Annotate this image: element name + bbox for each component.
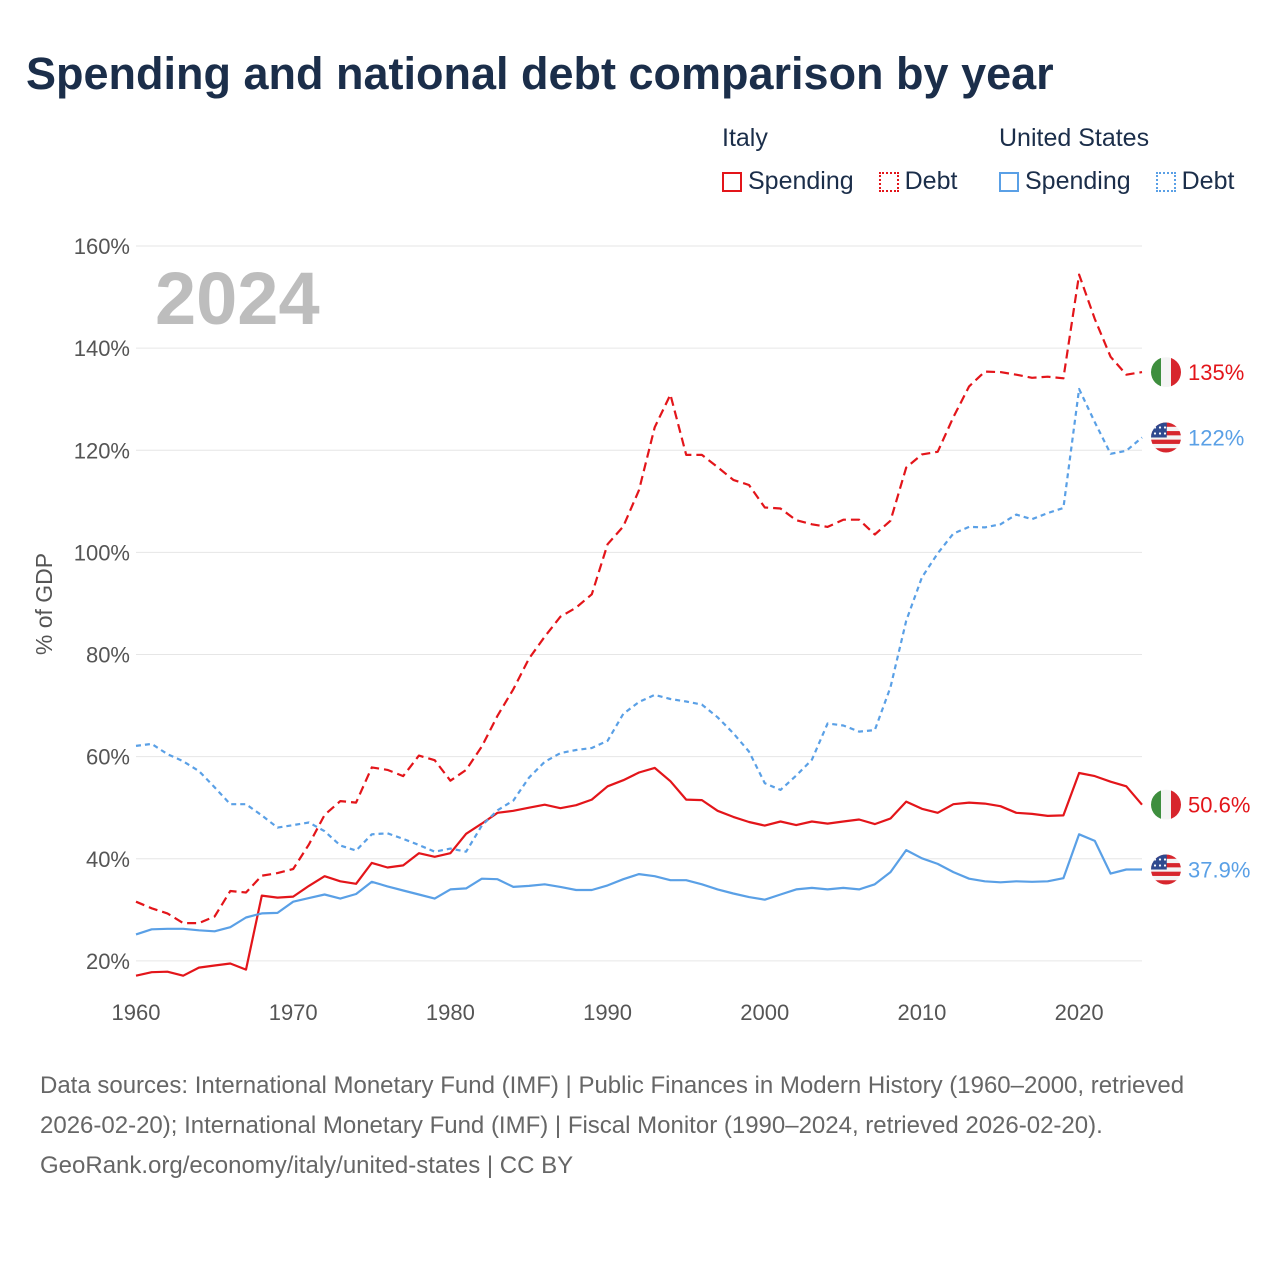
- gridlines: [136, 245, 1142, 962]
- y-tick-label: 20%: [86, 949, 130, 974]
- x-tick-label: 2010: [897, 1000, 946, 1025]
- credit-line: GeoRank.org/economy/italy/united-states …: [40, 1152, 574, 1179]
- legend-item-italy-debt[interactable]: Debt: [878, 167, 958, 196]
- legend-group-united-states: United States Spending Debt: [999, 124, 1252, 199]
- series-line-italy-debt: [135, 273, 1143, 925]
- legend-label: Debt: [904, 167, 958, 195]
- legend-swatch-solid: [722, 171, 742, 192]
- end-value-label: 37.9%: [1188, 858, 1250, 883]
- end-value-label: 122%: [1188, 426, 1244, 451]
- y-tick-label: 40%: [86, 847, 130, 872]
- y-tick-label: 100%: [74, 540, 130, 565]
- x-tick-label: 1960: [112, 1000, 161, 1025]
- legend-item-italy-spending[interactable]: Spending: [722, 167, 854, 196]
- x-tick-label: 1970: [269, 1000, 318, 1025]
- y-axis-label: % of GDP: [31, 553, 57, 655]
- legend-swatch-dotted: [878, 171, 899, 192]
- line-chart: 20% 40% 60% 80% 100% 120% 140% 160% 1960 1970 198…: [31, 234, 1250, 1025]
- series-line-united-states-debt: [135, 387, 1143, 853]
- legend-group-name: United States: [999, 124, 1150, 152]
- y-tick-label: 140%: [74, 336, 130, 361]
- legend-label: Spending: [748, 167, 854, 195]
- italy-flag-icon: [1151, 789, 1181, 820]
- x-axis-ticks: 1960 1970 1980 1990 2000 2010 2020: [112, 1000, 1104, 1025]
- us-flag-icon: [1151, 422, 1181, 453]
- x-tick-label: 1980: [426, 1000, 475, 1025]
- end-value-label: 135%: [1188, 360, 1244, 385]
- y-tick-label: 120%: [74, 438, 130, 463]
- end-labels: 50.6% 135% 37.9% 122%: [1151, 357, 1250, 885]
- x-tick-label: 2000: [740, 1000, 789, 1025]
- y-tick-label: 80%: [86, 643, 130, 668]
- us-flag-icon: [1151, 854, 1181, 885]
- x-tick-label: 2020: [1055, 1000, 1104, 1025]
- legend-group-italy: Italy Spending Debt: [722, 124, 975, 199]
- end-value-label: 50.6%: [1188, 793, 1250, 818]
- legend-swatch-solid: [999, 171, 1019, 192]
- data-sources-note: Data sources: International Monetary Fun…: [40, 1072, 1185, 1139]
- series-line-united-states-spending: [135, 833, 1142, 936]
- legend-item-us-debt[interactable]: Debt: [1155, 167, 1235, 196]
- italy-flag-icon: [1151, 357, 1181, 388]
- y-tick-label: 60%: [86, 745, 130, 770]
- series-line-italy-spending: [135, 766, 1143, 977]
- legend-item-us-spending[interactable]: Spending: [999, 167, 1131, 196]
- y-axis-ticks: 20% 40% 60% 80% 100% 120% 140% 160%: [74, 234, 130, 974]
- legend-label: Spending: [1025, 167, 1131, 195]
- legend-label: Debt: [1181, 167, 1235, 195]
- chart-title: Spending and national debt comparison by…: [26, 48, 1054, 99]
- series-lines: [135, 273, 1143, 977]
- legend-group-name: Italy: [722, 124, 768, 152]
- year-watermark: 2024: [155, 257, 320, 340]
- legend-swatch-dotted: [1155, 171, 1176, 192]
- footer: Data sources: International Monetary Fun…: [40, 1066, 1240, 1186]
- x-tick-label: 1990: [583, 1000, 632, 1025]
- y-tick-label: 160%: [74, 234, 130, 259]
